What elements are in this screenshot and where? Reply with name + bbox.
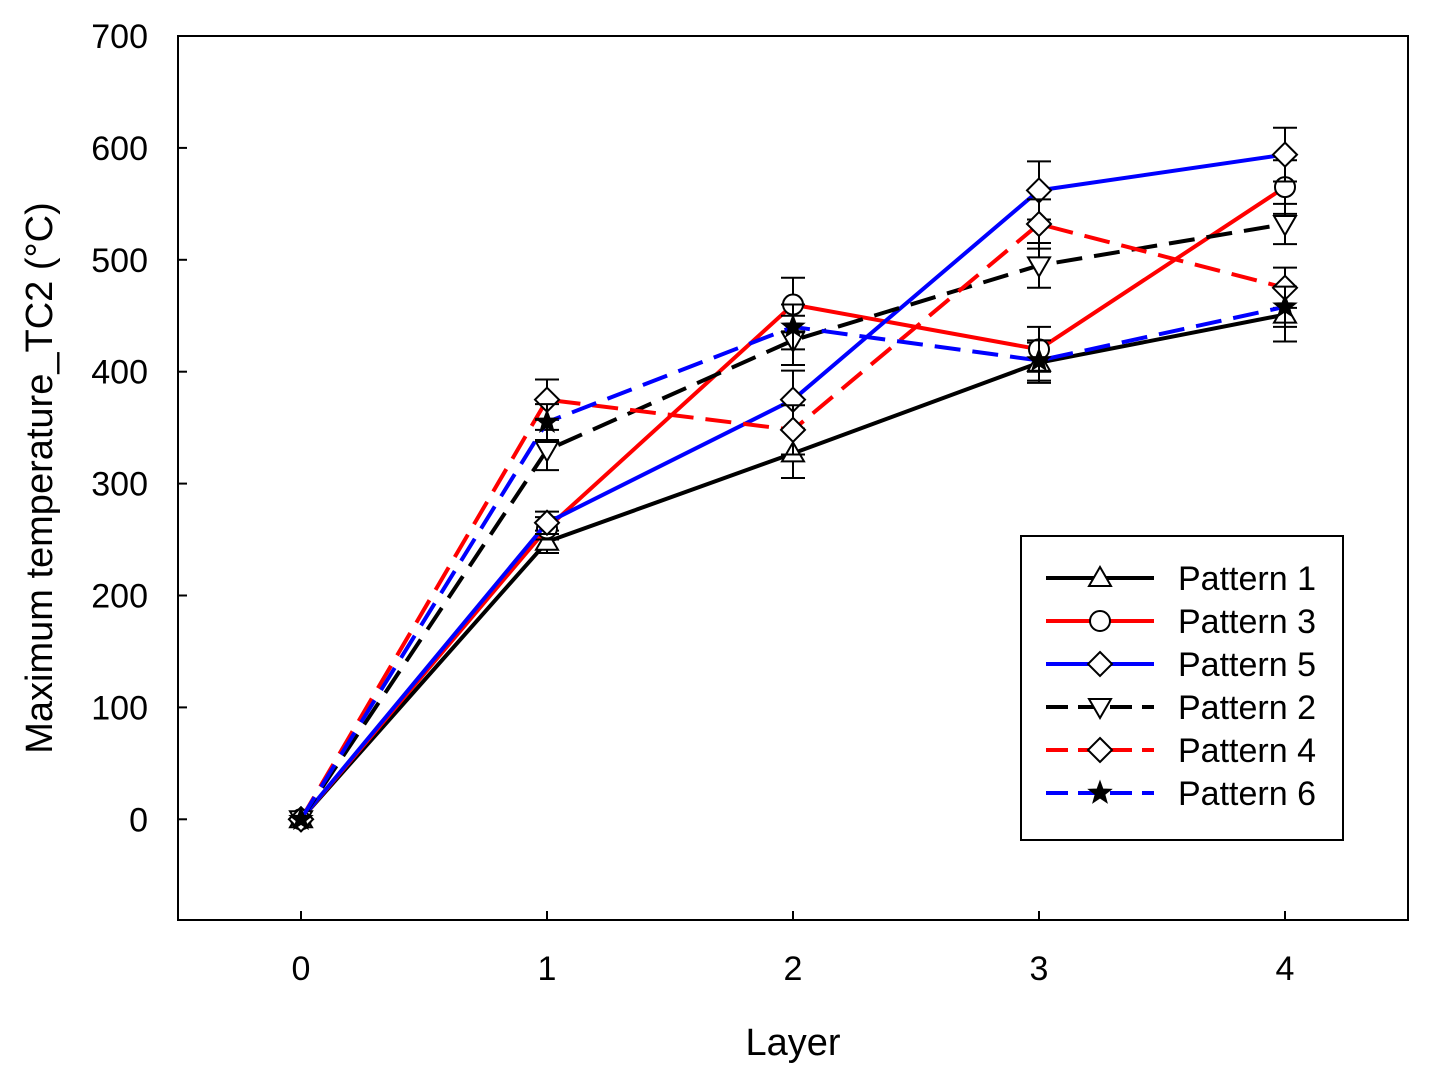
data-point bbox=[1026, 347, 1052, 372]
y-tick-label: 100 bbox=[91, 689, 148, 727]
data-point bbox=[780, 313, 806, 338]
data-point bbox=[1087, 565, 1113, 587]
x-tick-label: 4 bbox=[1276, 950, 1295, 988]
data-point bbox=[1086, 650, 1114, 678]
y-tick-label: 600 bbox=[91, 130, 148, 168]
data-point bbox=[1272, 214, 1298, 237]
legend-item: Pattern 5 bbox=[1046, 646, 1316, 684]
data-point bbox=[1086, 736, 1114, 764]
series-pattern-6 bbox=[288, 285, 1298, 831]
y-axis-title: Maximum temperature_TC2 (°C) bbox=[19, 202, 61, 754]
series-group bbox=[287, 126, 1299, 833]
data-point bbox=[288, 805, 314, 831]
y-tick-label: 300 bbox=[91, 466, 148, 504]
data-point bbox=[1087, 698, 1113, 720]
legend-label: Pattern 6 bbox=[1178, 775, 1316, 813]
data-point bbox=[1025, 210, 1053, 238]
legend-label: Pattern 2 bbox=[1178, 689, 1316, 727]
data-point bbox=[1026, 256, 1052, 279]
legend-item: Pattern 3 bbox=[1046, 603, 1316, 641]
legend-item: Pattern 6 bbox=[1046, 775, 1316, 813]
legend-box bbox=[1020, 535, 1344, 841]
x-tick-label: 2 bbox=[784, 950, 803, 988]
x-axis-title: Layer bbox=[745, 1022, 840, 1064]
series-pattern-4 bbox=[287, 198, 1299, 833]
data-point bbox=[1087, 779, 1113, 804]
y-tick-label: 400 bbox=[91, 354, 148, 392]
legend-item: Pattern 1 bbox=[1046, 560, 1316, 598]
legend-label: Pattern 3 bbox=[1178, 603, 1316, 641]
legend-label: Pattern 4 bbox=[1178, 732, 1316, 770]
data-point bbox=[1272, 293, 1298, 318]
data-point bbox=[534, 441, 560, 464]
axis-ticks bbox=[178, 35, 1286, 920]
legend: Pattern 1 Pattern 3 Pattern 5 Pattern 2 Patt… bbox=[1020, 535, 1344, 841]
legend-label: Pattern 1 bbox=[1178, 560, 1316, 598]
data-point bbox=[534, 408, 560, 433]
x-tick-label: 3 bbox=[1030, 950, 1049, 988]
legend-item: Pattern 2 bbox=[1046, 689, 1316, 727]
y-tick-label: 500 bbox=[91, 242, 148, 280]
y-tick-label: 200 bbox=[91, 577, 148, 615]
data-point bbox=[1271, 141, 1299, 169]
data-point bbox=[533, 509, 561, 537]
data-point bbox=[1089, 610, 1111, 632]
legend-item: Pattern 4 bbox=[1046, 732, 1316, 770]
y-tick-label: 0 bbox=[129, 801, 148, 839]
axis-tick-labels: 0 100 200 300 400 500 600 700 0 1 2 3 4 bbox=[91, 18, 1294, 988]
legend-label: Pattern 5 bbox=[1178, 646, 1316, 684]
y-tick-label: 700 bbox=[91, 18, 148, 56]
x-tick-label: 0 bbox=[292, 950, 311, 988]
data-point bbox=[779, 416, 807, 444]
x-tick-label: 1 bbox=[538, 950, 557, 988]
